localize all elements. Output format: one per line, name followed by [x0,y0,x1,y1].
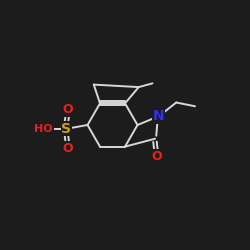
Text: O: O [62,142,73,154]
Text: O: O [151,150,162,163]
Text: O: O [62,103,73,116]
Text: N: N [153,109,164,123]
Text: HO: HO [34,124,53,134]
Text: S: S [61,122,71,136]
